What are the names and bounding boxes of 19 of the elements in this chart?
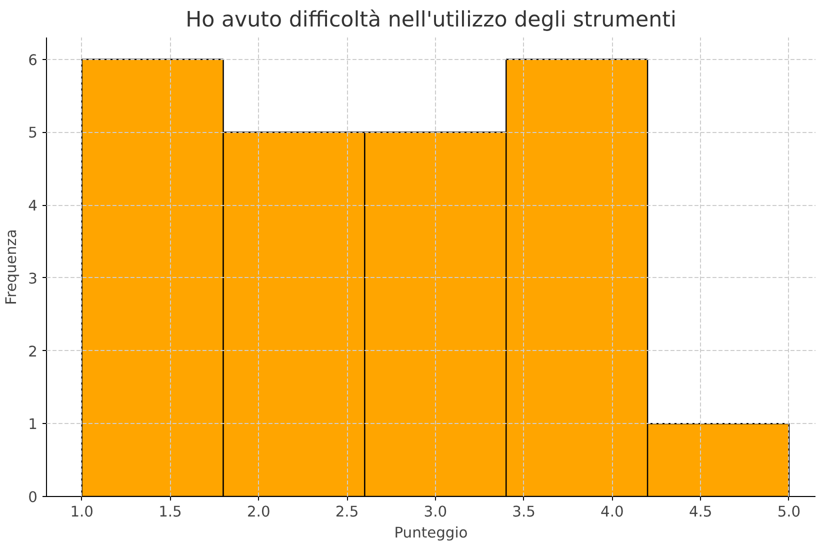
y-tick-label: 0 <box>28 489 38 506</box>
y-tick-label: 6 <box>28 52 38 69</box>
x-axis-title: Punteggio <box>394 524 468 542</box>
x-tick-label: 4.0 <box>600 504 624 520</box>
y-tick-label: 1 <box>28 416 38 434</box>
x-tick-label: 1.0 <box>70 504 94 520</box>
x-tick-label: 1.5 <box>158 504 182 520</box>
y-tick-label: 5 <box>28 124 38 142</box>
x-tick-label: 5.0 <box>777 504 801 520</box>
y-tick-label: 2 <box>28 343 38 360</box>
y-axis-title: Frequenza <box>3 229 20 305</box>
x-tick-label: 3.0 <box>424 504 448 520</box>
x-tick-label: 4.5 <box>688 504 712 520</box>
x-tick-label: 3.5 <box>512 504 536 520</box>
x-tick-label: 2.5 <box>335 504 359 520</box>
y-tick-label: 3 <box>28 270 38 288</box>
y-tick-label: 4 <box>28 198 38 215</box>
x-tick-label: 2.0 <box>246 504 270 520</box>
chart-title: Ho avuto difficoltà nell'utilizzo degli strumenti <box>186 8 676 32</box>
